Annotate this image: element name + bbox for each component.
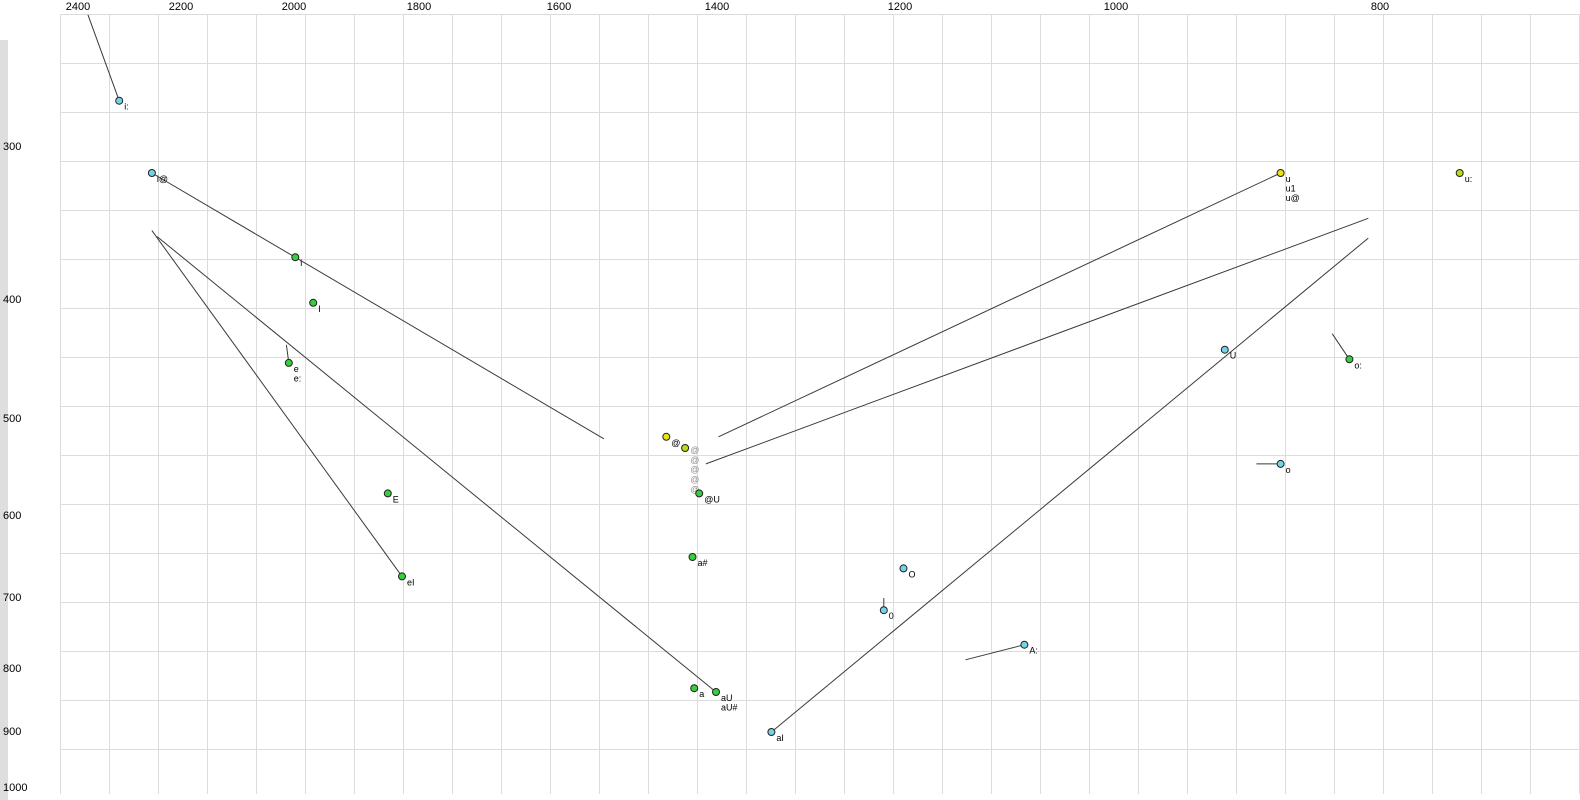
x-tick-label: 1800 xyxy=(406,1,432,13)
left-margin-strip xyxy=(0,40,8,800)
vowel-point-label: u: xyxy=(1465,174,1473,184)
vowel-point[interactable] xyxy=(767,728,776,736)
x-tick-label: 1200 xyxy=(887,1,913,13)
schwa-glyph: @ xyxy=(690,485,699,495)
vowel-point[interactable] xyxy=(899,564,908,573)
vowel-point-label: @U xyxy=(704,494,720,504)
x-tick-label: 1400 xyxy=(704,1,730,13)
vowel-point[interactable] xyxy=(1455,169,1464,177)
vowel-point-label: u@ xyxy=(1286,193,1300,203)
vowel-point-label: u1 xyxy=(1286,184,1296,194)
vowel-point[interactable] xyxy=(1276,459,1285,468)
vowel-point-label: I xyxy=(318,304,321,314)
x-tick-label: 2200 xyxy=(168,1,194,13)
vowel-point[interactable] xyxy=(688,553,697,561)
y-tick-label: 800 xyxy=(3,663,22,675)
y-tick-label: 500 xyxy=(3,413,22,425)
vowel-point-label: o: xyxy=(1354,360,1362,370)
vowel-point-label: E xyxy=(393,494,399,504)
x-tick-label: 2000 xyxy=(281,1,307,13)
vowel-point-label: i@ xyxy=(157,174,168,184)
vowel-point[interactable] xyxy=(383,489,392,498)
vowel-point-label: eI xyxy=(407,577,415,587)
x-tick-label: 800 xyxy=(1370,1,1390,13)
vowel-point[interactable] xyxy=(1276,169,1285,177)
vowel-point-label: aI xyxy=(776,733,784,743)
vowel-point-label: A: xyxy=(1029,646,1038,656)
vowel-point[interactable] xyxy=(115,96,124,105)
vowel-point-label: u xyxy=(1286,174,1291,184)
y-tick-label: 600 xyxy=(3,510,22,522)
schwa-glyph: @ xyxy=(690,455,699,465)
y-tick-label: 900 xyxy=(3,726,22,738)
vowel-point[interactable] xyxy=(1345,355,1354,364)
vowel-point[interactable] xyxy=(1020,640,1029,649)
vowel-point-label: U xyxy=(1230,351,1237,361)
x-tick-label: 1000 xyxy=(1103,1,1129,13)
schwa-glyph: @ xyxy=(690,465,699,475)
y-tick-label: 1000 xyxy=(3,782,28,794)
x-tick-label: 2400 xyxy=(65,1,91,13)
plot-grid xyxy=(60,14,1580,794)
vowel-point[interactable] xyxy=(690,684,699,693)
vowel-point[interactable] xyxy=(309,298,318,307)
schwa-glyph: @ xyxy=(690,474,699,484)
vowel-point-label: i xyxy=(300,258,302,268)
vowel-point-label: e: xyxy=(294,373,302,383)
trajectory-line xyxy=(87,14,120,101)
vowel-point-label: a# xyxy=(698,558,708,568)
vowel-point[interactable] xyxy=(284,358,293,367)
vowel-point-label: a xyxy=(699,689,704,699)
vowel-point[interactable] xyxy=(681,444,690,452)
trajectory-line xyxy=(771,237,1369,733)
x-tick-label: 1600 xyxy=(546,1,572,13)
vowel-point-label: @ xyxy=(671,438,680,448)
schwa-glyph: @ xyxy=(690,445,699,455)
vowel-point-label: 0 xyxy=(889,611,894,621)
vowel-point-label: i: xyxy=(124,102,129,112)
trajectory-line xyxy=(705,217,1369,465)
y-tick-label: 700 xyxy=(3,592,22,604)
vowel-point-label: o xyxy=(1286,465,1291,475)
vowel-point-label: e xyxy=(294,364,299,374)
vowel-point[interactable] xyxy=(291,253,300,262)
trajectory-line xyxy=(965,644,1025,661)
vowel-point[interactable] xyxy=(662,432,671,441)
vowel-point[interactable] xyxy=(879,606,888,615)
vowel-point[interactable] xyxy=(712,688,720,696)
vowel-point[interactable] xyxy=(147,169,156,177)
trajectory-line xyxy=(156,236,717,693)
y-tick-label: 400 xyxy=(3,294,22,306)
trajectory-line xyxy=(1331,333,1350,360)
vowel-point[interactable] xyxy=(398,572,406,581)
vowel-point[interactable] xyxy=(695,489,704,498)
vowel-point-label: aU# xyxy=(721,703,738,713)
trajectory-line xyxy=(151,172,605,440)
vowel-point-label: aU xyxy=(721,693,733,703)
trajectory-line xyxy=(151,230,403,577)
vowel-point-label: O xyxy=(909,569,916,579)
vowel-point[interactable] xyxy=(1220,345,1229,354)
trajectory-line xyxy=(718,172,1281,438)
y-tick-label: 300 xyxy=(3,141,22,153)
